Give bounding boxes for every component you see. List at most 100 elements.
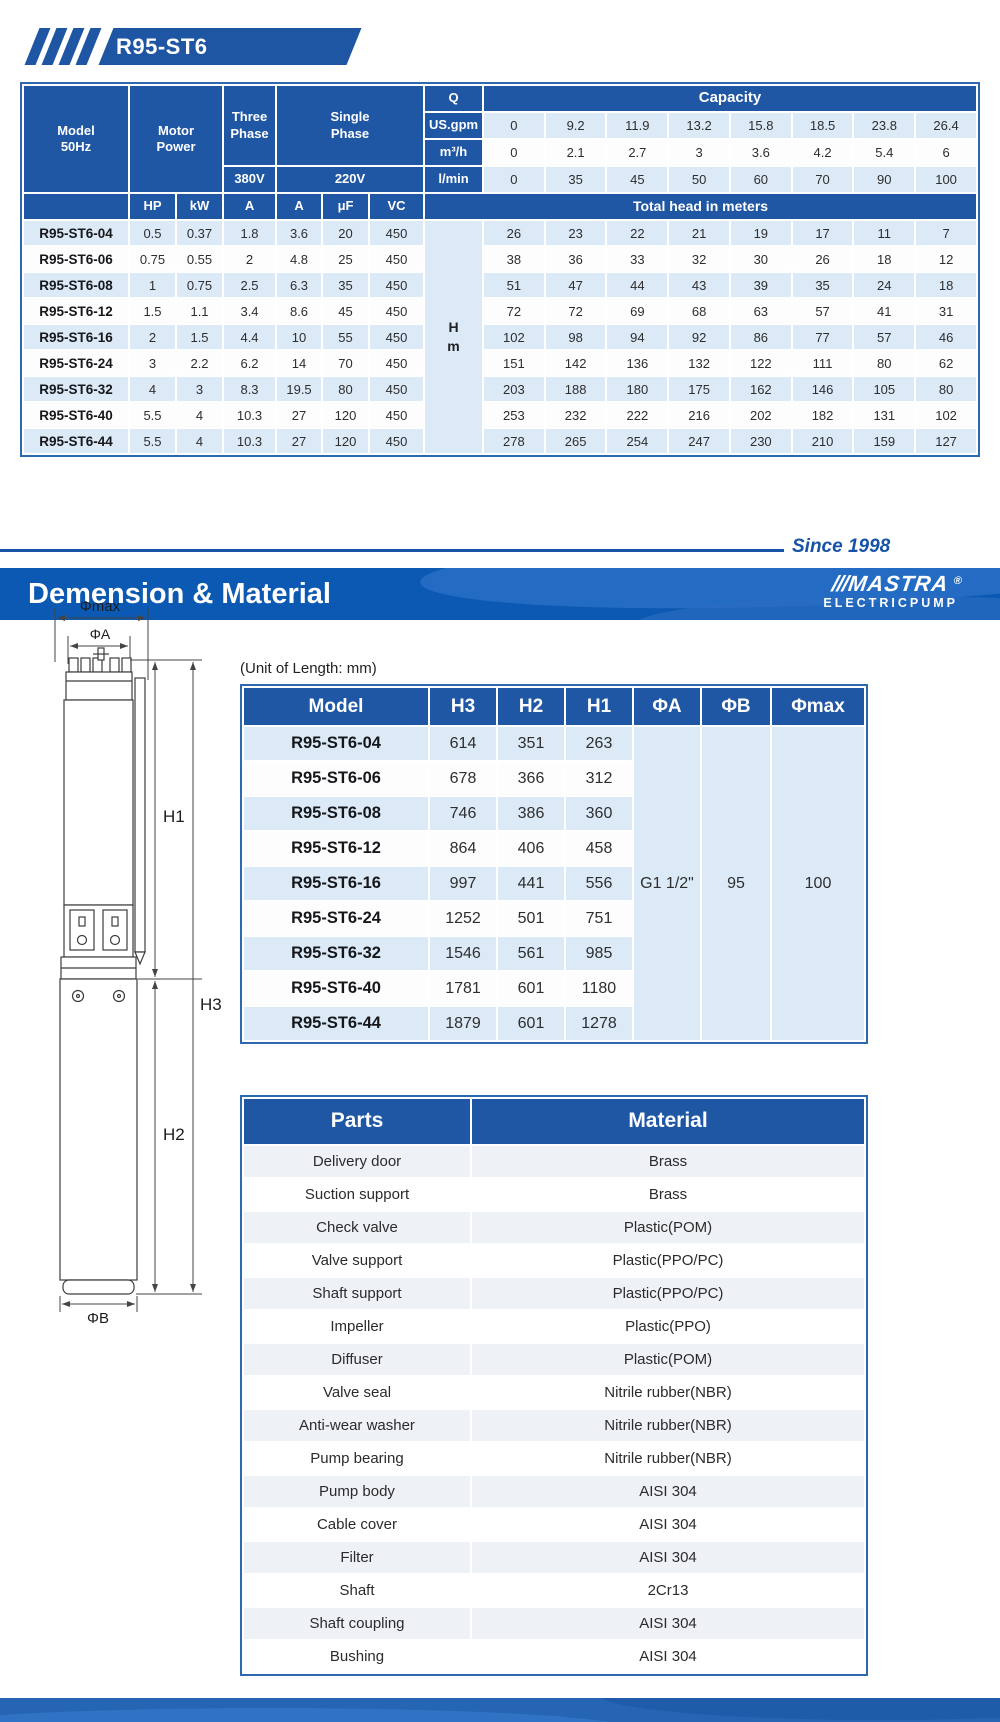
dimension-table-row: R95-ST6-08 746 386 360 bbox=[244, 797, 864, 830]
head-value-cell: 131 bbox=[854, 403, 915, 427]
head-value-cell: 162 bbox=[730, 377, 791, 401]
dimension-header-row: Model H3 H2 H1 ΦA ΦB Φmax bbox=[244, 688, 864, 725]
dimension-table-row: R95-ST6-04 614 351 263 G1 1/2" 95 100 bbox=[244, 727, 864, 1040]
spec-value-cell: 450 bbox=[370, 325, 424, 349]
dimension-model-cell: R95-ST6-12 bbox=[244, 832, 428, 865]
dimension-table-row: R95-ST6-06 678 366 312 bbox=[244, 762, 864, 795]
head-value-cell: 111 bbox=[792, 351, 853, 375]
model-header-line2: 50Hz bbox=[60, 139, 92, 154]
head-value-cell: 202 bbox=[730, 403, 791, 427]
parts-table-header: Parts Material bbox=[244, 1099, 864, 1144]
spec-value-cell: 27 bbox=[277, 403, 322, 427]
part-name-cell: Filter bbox=[244, 1542, 470, 1573]
head-value-cell: 151 bbox=[484, 351, 544, 375]
spec-value-cell: 2 bbox=[224, 247, 276, 271]
brand-name: MASTRA bbox=[847, 571, 951, 596]
usgpm-header: US.gpm bbox=[425, 113, 483, 138]
h2-label: H2 bbox=[163, 1125, 185, 1144]
head-value-cell: 18 bbox=[854, 247, 915, 271]
head-value-cell: 102 bbox=[916, 403, 976, 427]
head-value-cell: 18 bbox=[916, 273, 976, 297]
head-value-cell: 11 bbox=[854, 221, 915, 245]
spec-table-row: R95-ST6-08 1 0.75 2.5 6.3 35 450 51 47 44 43 39 35 24… bbox=[24, 273, 976, 297]
spec-value-cell: 2.2 bbox=[177, 351, 223, 375]
parts-table-row: Filter AISI 304 bbox=[244, 1542, 864, 1573]
motor-header-line1: Motor bbox=[157, 122, 195, 138]
head-value-cell: 41 bbox=[854, 299, 915, 323]
dimension-value-cell: 366 bbox=[498, 762, 564, 795]
dimension-model-cell: R95-ST6-06 bbox=[244, 762, 428, 795]
head-value-cell: 102 bbox=[484, 325, 544, 349]
spec-value-cell: 10 bbox=[277, 325, 322, 349]
spec-value-cell: 2.5 bbox=[224, 273, 276, 297]
dimension-value-cell: 985 bbox=[566, 937, 632, 970]
head-value-cell: 43 bbox=[669, 273, 729, 297]
part-name-cell: Suction support bbox=[244, 1179, 470, 1210]
head-value-cell: 36 bbox=[545, 247, 606, 271]
three-phase-header: Three Phase bbox=[224, 86, 276, 165]
dim-h3-header: H3 bbox=[430, 688, 496, 725]
unit-of-length-note: (Unit of Length: mm) bbox=[240, 660, 377, 677]
specifications-table: Model 50Hz Motor Power Three Phase Singl… bbox=[20, 82, 980, 457]
height-dimension-lines bbox=[130, 659, 202, 1295]
head-value-cell: 39 bbox=[730, 273, 791, 297]
head-value-cell: 72 bbox=[545, 299, 606, 323]
capacity-value-cell: 0 bbox=[484, 140, 544, 165]
spec-value-cell: 19.5 bbox=[277, 377, 322, 401]
dimension-value-cell: 751 bbox=[566, 902, 632, 935]
capacity-value-cell: 11.9 bbox=[607, 113, 668, 138]
dim-h2-header: H2 bbox=[498, 688, 564, 725]
dimension-value-cell: 1252 bbox=[430, 902, 496, 935]
capacity-value-cell: 6 bbox=[916, 140, 976, 165]
spec-model-cell: R95-ST6-24 bbox=[24, 351, 128, 375]
blank-header-cell bbox=[24, 194, 128, 219]
h3-label: H3 bbox=[200, 995, 222, 1014]
part-name-cell: Impeller bbox=[244, 1311, 470, 1342]
capacity-value-cell: 3 bbox=[669, 140, 729, 165]
spec-header-row: Model 50Hz Motor Power Three Phase Singl… bbox=[24, 86, 976, 192]
parts-table-row: Valve seal Nitrile rubber(NBR) bbox=[244, 1377, 864, 1408]
dimension-table: Model H3 H2 H1 ΦA ΦB Φmax R95-ST6-04 614 3… bbox=[240, 684, 868, 1044]
capacity-value-cell: 23.8 bbox=[854, 113, 915, 138]
part-material-cell: Plastic(PPO/PC) bbox=[472, 1278, 864, 1309]
parts-table-row: Delivery door Brass bbox=[244, 1146, 864, 1177]
head-value-cell: 46 bbox=[916, 325, 976, 349]
brand-logo: ///MASTRA ® ELECTRICPUMP bbox=[823, 571, 964, 610]
spec-table-row: R95-ST6-44 5.5 4 10.3 27 120 450 278 265 254 247 23… bbox=[24, 429, 976, 453]
head-value-cell: 7 bbox=[916, 221, 976, 245]
dimension-value-cell: 501 bbox=[498, 902, 564, 935]
head-value-cell: 35 bbox=[792, 273, 853, 297]
parts-table-row: Pump body AISI 304 bbox=[244, 1476, 864, 1507]
brand-wordmark: ///MASTRA ® bbox=[831, 571, 964, 596]
capacity-value-cell: 100 bbox=[916, 167, 976, 192]
head-value-cell: 210 bbox=[792, 429, 853, 453]
dimension-table-row: R95-ST6-44 1879 601 1278 bbox=[244, 1007, 864, 1040]
dimension-model-cell: R95-ST6-44 bbox=[244, 1007, 428, 1040]
part-name-cell: Anti-wear washer bbox=[244, 1410, 470, 1441]
head-value-cell: 175 bbox=[669, 377, 729, 401]
spec-value-cell: 4.4 bbox=[224, 325, 276, 349]
spec-value-cell: 6.2 bbox=[224, 351, 276, 375]
m3h-header: m³/h bbox=[425, 140, 483, 165]
spec-value-cell: 0.75 bbox=[177, 273, 223, 297]
kw-header: kW bbox=[177, 194, 223, 219]
three-phase-line2: Phase bbox=[230, 125, 269, 141]
dimension-value-cell: 864 bbox=[430, 832, 496, 865]
capacity-value-cell: 2.1 bbox=[545, 140, 606, 165]
uf-header: μF bbox=[323, 194, 369, 219]
head-unit-h: H bbox=[448, 319, 459, 336]
spec-value-cell: 4 bbox=[177, 429, 223, 453]
h1-label: H1 bbox=[163, 807, 185, 826]
spec-value-cell: 14 bbox=[277, 351, 322, 375]
spec-value-cell: 1.5 bbox=[130, 299, 175, 323]
spec-table-row: R95-ST6-12 1.5 1.1 3.4 8.6 45 450 72 72 69 68 63 57 4… bbox=[24, 299, 976, 323]
material-header: Material bbox=[472, 1099, 864, 1144]
dimension-value-cell: 997 bbox=[430, 867, 496, 900]
dimension-value-cell: 1879 bbox=[430, 1007, 496, 1040]
spec-value-cell: 3.6 bbox=[277, 221, 322, 245]
part-name-cell: Shaft coupling bbox=[244, 1608, 470, 1639]
part-name-cell: Pump bearing bbox=[244, 1443, 470, 1474]
total-head-header: Total head in meters bbox=[425, 194, 976, 219]
